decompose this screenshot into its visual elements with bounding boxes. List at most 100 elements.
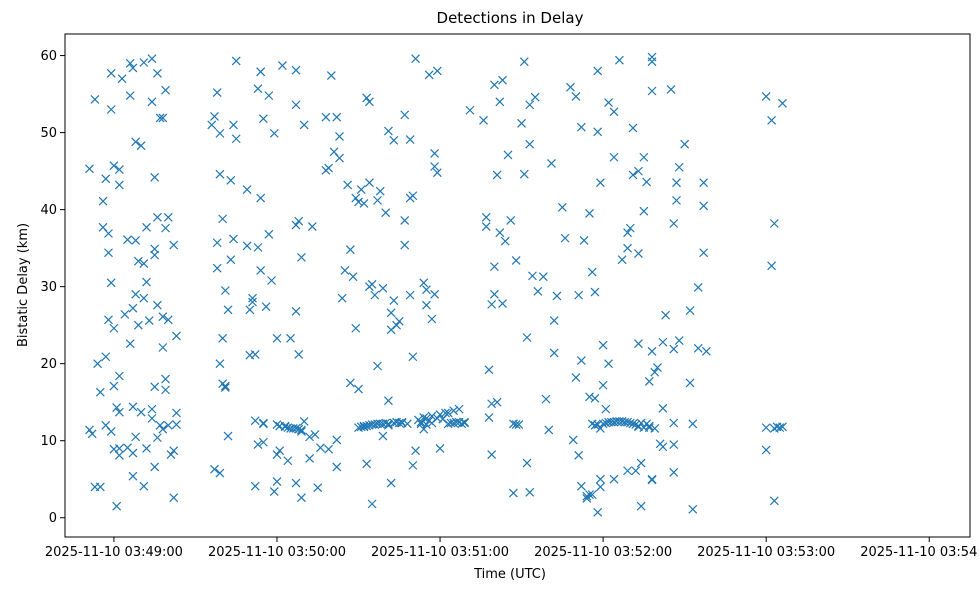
- data-point: [248, 293, 257, 303]
- data-point: [699, 178, 709, 188]
- data-point: [291, 65, 301, 75]
- data-point: [650, 367, 660, 377]
- data-point: [131, 137, 141, 147]
- data-point: [544, 425, 554, 435]
- data-point: [767, 115, 777, 125]
- data-point: [639, 206, 649, 216]
- data-point: [498, 299, 507, 309]
- data-point: [430, 162, 440, 171]
- data-point: [590, 393, 600, 403]
- data-point: [131, 289, 141, 299]
- y-tick-label: 60: [40, 49, 57, 64]
- data-point: [392, 320, 401, 330]
- data-point: [552, 291, 562, 301]
- data-point: [383, 396, 393, 406]
- y-tick-label: 10: [40, 434, 57, 449]
- data-point: [511, 256, 521, 265]
- data-point: [519, 169, 529, 179]
- data-point: [104, 315, 113, 325]
- data-point: [587, 490, 597, 500]
- data-point: [634, 339, 643, 349]
- data-point: [585, 392, 594, 402]
- x-tick-label: 2025-11-10 03:49:00: [45, 545, 183, 560]
- data-point: [701, 346, 711, 356]
- data-point: [250, 416, 260, 426]
- data-point: [647, 475, 657, 485]
- data-point: [139, 259, 149, 268]
- data-point: [367, 279, 377, 289]
- data-point: [256, 67, 266, 77]
- data-point: [220, 383, 230, 392]
- data-point: [253, 440, 263, 449]
- data-point: [400, 110, 410, 120]
- data-point: [574, 290, 584, 300]
- data-point: [405, 135, 415, 144]
- data-point: [215, 128, 225, 138]
- data-point: [585, 490, 594, 500]
- data-point: [136, 141, 146, 151]
- data-point: [699, 201, 709, 211]
- data-point: [218, 214, 228, 224]
- data-point: [351, 323, 361, 333]
- data-point: [106, 105, 116, 114]
- data-point: [297, 493, 306, 503]
- data-point: [147, 413, 157, 423]
- data-point: [778, 98, 787, 108]
- data-point: [699, 248, 709, 258]
- data-point: [345, 245, 355, 255]
- data-point: [685, 306, 695, 315]
- data-point: [576, 122, 586, 132]
- data-point: [313, 483, 323, 493]
- data-point: [269, 128, 279, 138]
- data-point: [212, 88, 222, 97]
- data-point: [454, 404, 464, 414]
- data-point: [576, 356, 586, 366]
- data-point: [172, 331, 181, 341]
- data-point: [258, 114, 268, 124]
- data-point: [150, 244, 160, 254]
- data-point: [332, 435, 342, 445]
- data-point: [432, 168, 442, 178]
- data-point: [378, 283, 388, 293]
- data-point: [571, 91, 581, 101]
- data-point: [617, 255, 627, 265]
- y-axis: 0 10 20 30 40 50 60: [40, 49, 65, 526]
- data-point: [625, 223, 635, 233]
- data-point: [609, 152, 619, 162]
- data-point: [93, 359, 103, 369]
- data-point: [685, 378, 695, 388]
- chart-title: Detections in Delay: [437, 9, 584, 27]
- data-point: [128, 471, 138, 481]
- data-point: [299, 120, 309, 130]
- data-point: [291, 100, 301, 110]
- data-point: [422, 420, 431, 429]
- data-point: [568, 435, 578, 445]
- data-point: [674, 336, 684, 346]
- data-point: [161, 374, 170, 384]
- data-point: [609, 474, 619, 484]
- data-point: [519, 57, 529, 67]
- data-point: [373, 361, 382, 371]
- data-point: [340, 266, 350, 275]
- data-point: [653, 363, 662, 372]
- data-point: [226, 175, 236, 185]
- data-point: [775, 423, 785, 433]
- data-point: [150, 462, 160, 472]
- data-point: [335, 132, 344, 141]
- data-point: [158, 424, 168, 434]
- data-point: [601, 404, 611, 414]
- data-point: [419, 424, 429, 434]
- data-point: [297, 427, 306, 436]
- data-point: [210, 111, 219, 121]
- data-point: [761, 445, 771, 455]
- data-point: [623, 417, 632, 427]
- data-point: [639, 152, 649, 162]
- data-point: [163, 420, 173, 430]
- data-point: [522, 458, 532, 468]
- data-point: [688, 504, 698, 514]
- data-point: [658, 337, 668, 347]
- data-point: [158, 343, 168, 352]
- data-point: [465, 105, 475, 115]
- data-point: [528, 271, 537, 281]
